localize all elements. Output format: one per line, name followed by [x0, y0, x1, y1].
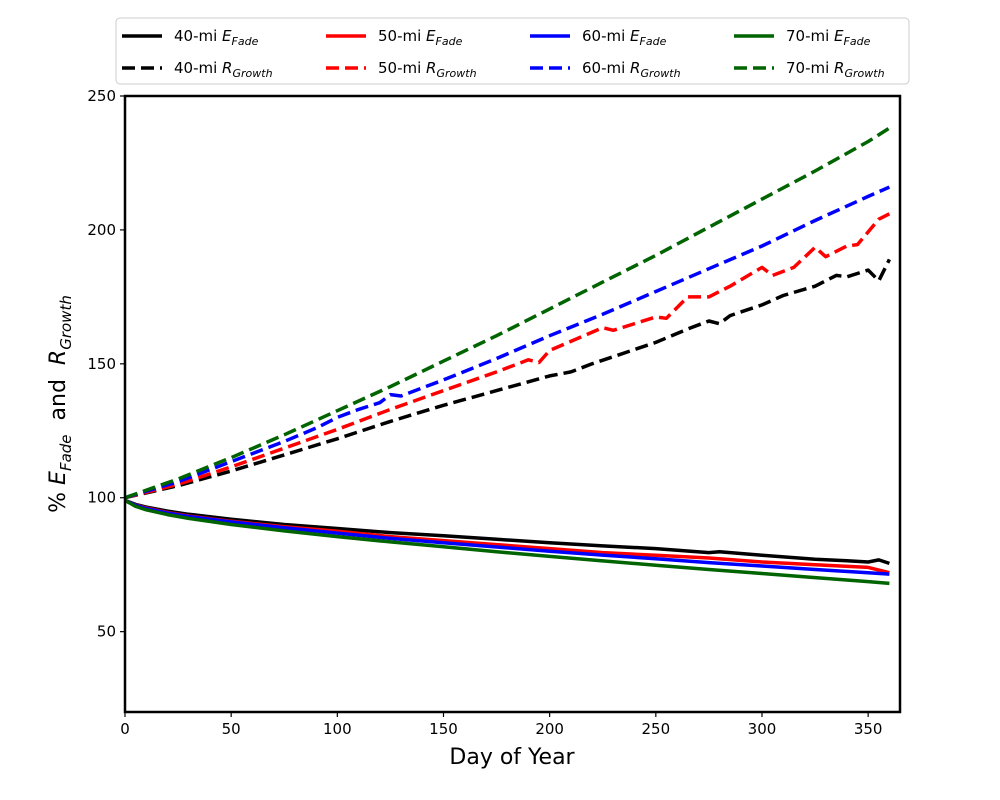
series-line-70-mi-e-fade	[125, 498, 890, 586]
x-tick-label: 100	[323, 720, 352, 738]
series-line-50-mi-e-fade	[125, 498, 890, 575]
x-tick-label: 0	[120, 720, 130, 738]
x-axis-title: Day of Year	[449, 745, 575, 770]
series-line-40-mi-r-growth	[125, 258, 891, 500]
y-tick-label: 150	[87, 355, 116, 373]
legend-label: 40-mi RGrowth	[174, 59, 273, 80]
x-tick-label: 150	[429, 720, 458, 738]
series-line-60-mi-r-growth	[125, 185, 891, 500]
y-tick-label: 250	[87, 87, 116, 105]
legend-label: 40-mi EFade	[174, 27, 259, 48]
y-axis: 50 100 150 200 250	[87, 87, 125, 641]
legend-label: 50-mi EFade	[378, 27, 463, 48]
legend-label: 70-mi EFade	[786, 27, 871, 48]
legend: 40-mi EFade 40-mi RGrowth 50-mi EFade 50-mi…	[115, 17, 910, 85]
legend-label: 60-mi RGrowth	[582, 59, 681, 80]
x-tick-label: 350	[854, 720, 883, 738]
x-axis: 0 50 100 150 200 250 300 350	[120, 712, 882, 738]
x-tick-label: 200	[535, 720, 564, 738]
series-line-50-mi-r-growth	[125, 212, 891, 500]
legend-box	[115, 17, 910, 85]
legend-label: 50-mi RGrowth	[378, 59, 477, 80]
x-tick-label: 300	[748, 720, 777, 738]
series-layer	[125, 126, 891, 586]
series-line-70-mi-r-growth	[125, 126, 891, 500]
y-axis-title: % EFade and RGrowth	[46, 295, 75, 513]
x-tick-label: 250	[642, 720, 671, 738]
y-tick-label: 50	[97, 623, 116, 641]
x-tick-label: 50	[222, 720, 241, 738]
y-tick-label: 100	[87, 489, 116, 507]
legend-label: 60-mi EFade	[582, 27, 667, 48]
plot-frame	[123, 94, 902, 714]
y-tick-label: 200	[87, 221, 116, 239]
legend-label: 70-mi RGrowth	[786, 59, 885, 80]
